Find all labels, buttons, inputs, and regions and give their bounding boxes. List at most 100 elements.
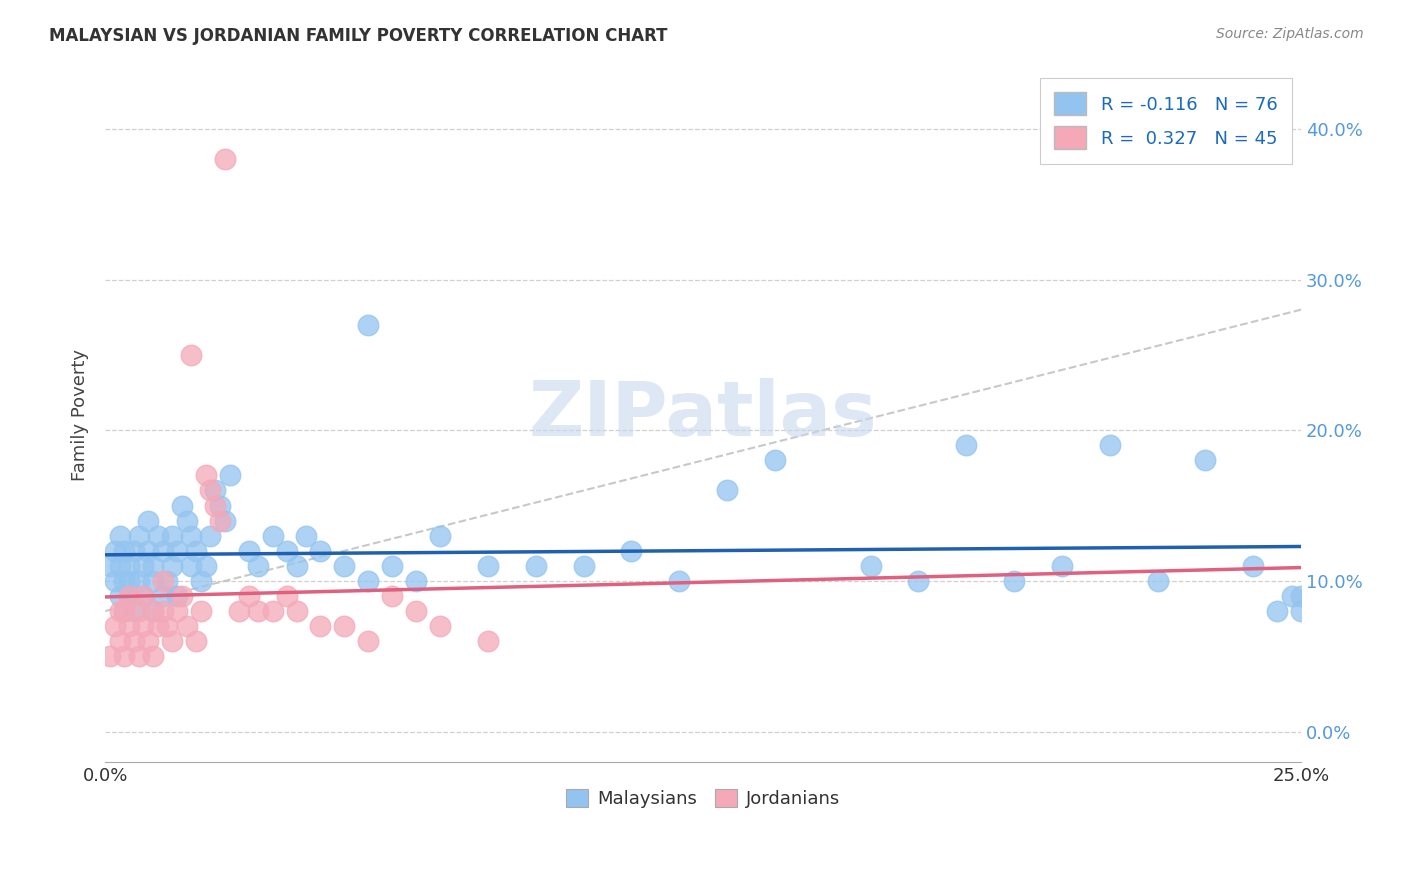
Point xyxy=(112,574,135,588)
Point xyxy=(429,529,451,543)
Point xyxy=(309,543,332,558)
Point xyxy=(98,649,121,664)
Point xyxy=(247,558,270,573)
Point xyxy=(112,604,135,618)
Point xyxy=(477,634,499,648)
Point xyxy=(146,619,169,633)
Point xyxy=(118,589,141,603)
Point xyxy=(108,529,131,543)
Point xyxy=(285,604,308,618)
Point xyxy=(108,604,131,618)
Point xyxy=(180,558,202,573)
Point xyxy=(98,558,121,573)
Point xyxy=(166,543,188,558)
Point xyxy=(170,589,193,603)
Point xyxy=(152,589,174,603)
Point xyxy=(204,483,226,498)
Point xyxy=(333,619,356,633)
Point xyxy=(357,634,380,648)
Point xyxy=(122,604,145,618)
Point xyxy=(118,558,141,573)
Point xyxy=(200,529,222,543)
Point xyxy=(108,589,131,603)
Point xyxy=(1098,438,1121,452)
Point xyxy=(1281,589,1303,603)
Point xyxy=(763,453,786,467)
Point xyxy=(156,619,179,633)
Point xyxy=(859,558,882,573)
Point xyxy=(218,468,240,483)
Point xyxy=(357,574,380,588)
Point xyxy=(214,152,236,166)
Point xyxy=(620,543,643,558)
Point xyxy=(112,649,135,664)
Point xyxy=(524,558,547,573)
Point xyxy=(160,558,183,573)
Point xyxy=(228,604,250,618)
Point xyxy=(142,604,165,618)
Point xyxy=(142,604,165,618)
Point xyxy=(477,558,499,573)
Point xyxy=(405,574,427,588)
Text: ZIPatlas: ZIPatlas xyxy=(529,378,877,452)
Point xyxy=(716,483,738,498)
Point xyxy=(128,604,150,618)
Point xyxy=(184,543,207,558)
Point xyxy=(152,543,174,558)
Point xyxy=(142,649,165,664)
Point xyxy=(1289,589,1312,603)
Point xyxy=(285,558,308,573)
Point xyxy=(152,574,174,588)
Point xyxy=(122,543,145,558)
Point xyxy=(136,543,159,558)
Point xyxy=(1289,604,1312,618)
Point xyxy=(136,514,159,528)
Point xyxy=(128,574,150,588)
Point xyxy=(333,558,356,573)
Point xyxy=(160,634,183,648)
Point xyxy=(142,574,165,588)
Point xyxy=(405,604,427,618)
Point xyxy=(104,574,127,588)
Point xyxy=(572,558,595,573)
Point xyxy=(170,499,193,513)
Point xyxy=(295,529,318,543)
Point xyxy=(429,619,451,633)
Point xyxy=(166,589,188,603)
Point xyxy=(1002,574,1025,588)
Point xyxy=(112,604,135,618)
Point xyxy=(309,619,332,633)
Point xyxy=(214,514,236,528)
Point xyxy=(136,634,159,648)
Point xyxy=(132,619,155,633)
Point xyxy=(132,589,155,603)
Point xyxy=(146,529,169,543)
Point xyxy=(132,558,155,573)
Text: MALAYSIAN VS JORDANIAN FAMILY POVERTY CORRELATION CHART: MALAYSIAN VS JORDANIAN FAMILY POVERTY CO… xyxy=(49,27,668,45)
Point xyxy=(1241,558,1264,573)
Point xyxy=(194,468,217,483)
Point xyxy=(1146,574,1168,588)
Point xyxy=(184,634,207,648)
Point xyxy=(108,558,131,573)
Point xyxy=(118,574,141,588)
Point xyxy=(176,619,198,633)
Point xyxy=(381,558,404,573)
Point xyxy=(118,589,141,603)
Point xyxy=(108,634,131,648)
Point xyxy=(208,499,231,513)
Point xyxy=(156,574,179,588)
Point xyxy=(907,574,929,588)
Point xyxy=(190,574,212,588)
Point xyxy=(357,318,380,332)
Point xyxy=(1050,558,1073,573)
Legend: Malaysians, Jordanians: Malaysians, Jordanians xyxy=(560,781,848,815)
Point xyxy=(152,604,174,618)
Point xyxy=(128,649,150,664)
Point xyxy=(112,543,135,558)
Point xyxy=(262,604,284,618)
Point xyxy=(180,529,202,543)
Point xyxy=(1265,604,1288,618)
Text: Source: ZipAtlas.com: Source: ZipAtlas.com xyxy=(1216,27,1364,41)
Point xyxy=(166,604,188,618)
